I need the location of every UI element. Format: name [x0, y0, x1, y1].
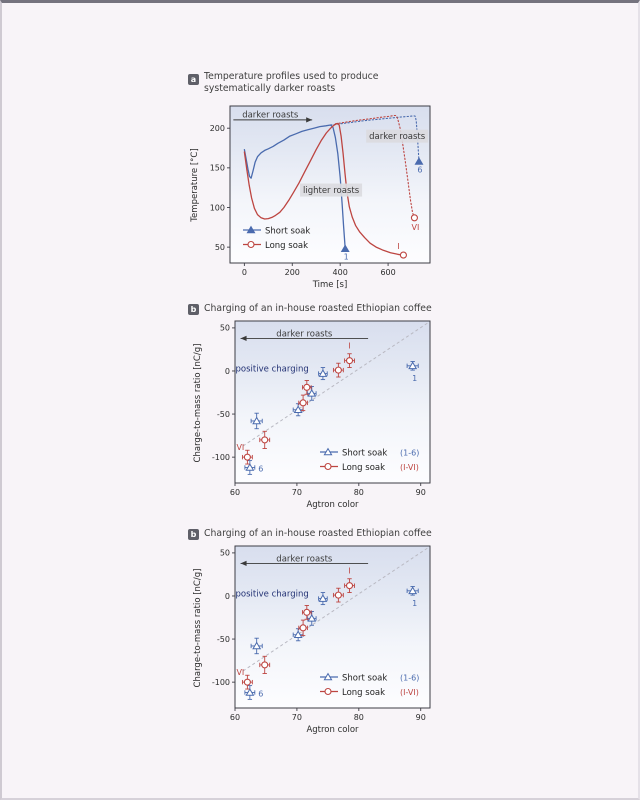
- svg-text:(1-6): (1-6): [400, 448, 419, 457]
- svg-text:Long soak: Long soak: [265, 241, 308, 251]
- annotations: darker roasts positive charging: [236, 554, 369, 599]
- panel-b1-y-axis-label: Charge-to-mass ratio [nC/g]: [193, 343, 203, 463]
- panel-a-y-axis-label: Temperature [°C]: [190, 148, 200, 222]
- panel-b2-title: Charging of an in-house roasted Ethiopia…: [204, 528, 432, 539]
- svg-text:6: 6: [258, 464, 263, 473]
- series-long-soak: I VI: [236, 567, 355, 690]
- svg-text:Short soak: Short soak: [265, 226, 310, 236]
- svg-text:60: 60: [230, 488, 240, 497]
- svg-text:70: 70: [292, 713, 302, 722]
- panel-b1-badge: b: [188, 304, 199, 315]
- svg-text:50: 50: [215, 243, 225, 252]
- svg-text:Long soak: Long soak: [342, 463, 385, 473]
- svg-text:600: 600: [380, 268, 395, 277]
- svg-text:-100: -100: [212, 453, 230, 462]
- svg-text:Agtron color: Agtron color: [306, 725, 359, 735]
- svg-text:Short soak: Short soak: [342, 673, 387, 683]
- svg-text:80: 80: [354, 713, 364, 722]
- svg-text:VI: VI: [412, 223, 420, 232]
- svg-text:70: 70: [292, 488, 302, 497]
- svg-text:80: 80: [354, 488, 364, 497]
- svg-text:(1-6): (1-6): [400, 673, 419, 682]
- panel-b2-y-axis-label: Charge-to-mass ratio [nC/g]: [193, 568, 203, 688]
- svg-text:positive charging: positive charging: [236, 364, 309, 374]
- series-long-soak-roast-vi: VI: [334, 114, 420, 232]
- svg-text:50: 50: [220, 549, 230, 558]
- svg-text:90: 90: [416, 713, 426, 722]
- svg-text:-50: -50: [217, 635, 230, 644]
- svg-text:400: 400: [333, 268, 348, 277]
- svg-text:200: 200: [285, 268, 300, 277]
- svg-text:50: 50: [220, 324, 230, 333]
- panel-a-title: Temperature profiles used to produce sys…: [204, 71, 379, 94]
- series-short-soak-roast-1: 1: [243, 124, 350, 262]
- panel-b1-plot-background: [235, 321, 430, 483]
- svg-text:Time [s]: Time [s]: [312, 280, 348, 290]
- svg-text:100: 100: [210, 203, 225, 212]
- svg-text:1: 1: [344, 253, 349, 262]
- annotations: darker roasts lighter roasts darker roasts: [233, 110, 429, 197]
- svg-text:darker roasts: darker roasts: [276, 554, 333, 564]
- svg-text:1: 1: [412, 374, 417, 383]
- svg-text:(I-VI): (I-VI): [400, 688, 419, 697]
- series-short-soak: 16: [244, 586, 419, 700]
- svg-text:I: I: [397, 242, 399, 251]
- temperature-profile-chart: 1 6 I VI 0 200 400 600 50 100 150 200 Time [s] darker…: [210, 105, 431, 290]
- panel-b2-badge: b: [188, 529, 199, 540]
- axes: 60 70 80 90 50 0 -50 -100 Agtron color: [212, 320, 431, 510]
- series-long-soak-roast-i: I: [243, 122, 407, 259]
- axes: 0 200 400 600 50 100 150 200 Time [s]: [210, 105, 431, 290]
- svg-text:positive charging: positive charging: [236, 589, 309, 599]
- svg-text:150: 150: [210, 164, 225, 173]
- svg-text:I: I: [348, 342, 350, 351]
- legend: Short soak (1-6) Long soak (I-VI): [320, 672, 419, 698]
- series-short-soak: 16: [244, 361, 419, 475]
- svg-text:Short soak: Short soak: [342, 448, 387, 458]
- legend: Short soak Long soak: [243, 225, 310, 251]
- panel-b1-title: Charging of an in-house roasted Ethiopia…: [204, 303, 432, 314]
- annotations: darker roasts positive charging: [236, 329, 369, 374]
- svg-text:Long soak: Long soak: [342, 688, 385, 698]
- svg-text:6: 6: [417, 166, 422, 175]
- svg-text:-100: -100: [212, 678, 230, 687]
- svg-text:-50: -50: [217, 410, 230, 419]
- svg-text:6: 6: [258, 689, 263, 698]
- svg-text:VI: VI: [236, 668, 244, 677]
- svg-text:0: 0: [242, 268, 247, 277]
- svg-text:Agtron color: Agtron color: [306, 500, 359, 510]
- svg-text:I: I: [348, 567, 350, 576]
- svg-text:200: 200: [210, 124, 225, 133]
- svg-text:0: 0: [225, 367, 230, 376]
- svg-text:VI: VI: [236, 443, 244, 452]
- svg-text:darker roasts: darker roasts: [276, 329, 333, 339]
- svg-text:(I-VI): (I-VI): [400, 463, 419, 472]
- svg-text:lighter roasts: lighter roasts: [303, 186, 360, 196]
- svg-text:1: 1: [412, 599, 417, 608]
- svg-text:60: 60: [230, 713, 240, 722]
- svg-text:90: 90: [416, 488, 426, 497]
- series-long-soak: I VI: [236, 342, 355, 465]
- svg-text:0: 0: [225, 592, 230, 601]
- svg-text:darker roasts: darker roasts: [242, 110, 299, 120]
- panel-b2-plot-background: [235, 546, 430, 708]
- svg-text:darker roasts: darker roasts: [369, 132, 426, 142]
- legend: Short soak (1-6) Long soak (I-VI): [320, 447, 419, 473]
- panel-a-badge: a: [188, 74, 199, 85]
- axes: 60 70 80 90 50 0 -50 -100 Agtron color: [212, 545, 431, 735]
